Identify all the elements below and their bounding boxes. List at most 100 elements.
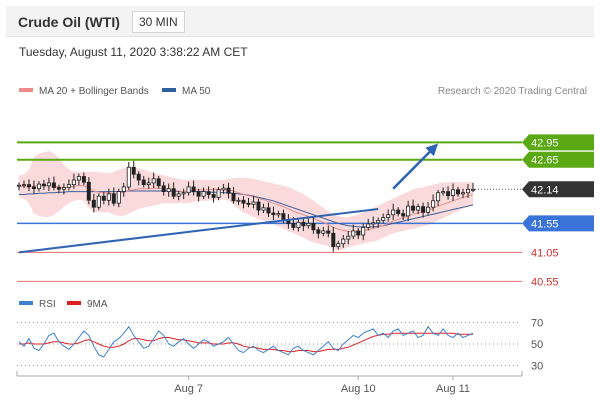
candle: [236, 197, 241, 205]
chart-header: Crude Oil (WTI) 30 MIN: [6, 6, 594, 37]
ma50-legend-swatch: [162, 88, 176, 92]
candle-body: [61, 187, 66, 190]
level-value-40.55: 40.55: [531, 276, 559, 288]
candle-body: [356, 230, 361, 236]
candle-body: [231, 192, 236, 202]
candle: [421, 202, 426, 218]
candle-body: [51, 182, 56, 188]
candle-body: [306, 222, 311, 227]
research-credit: Research © 2020 Trading Central: [438, 86, 587, 97]
candle-body: [171, 188, 176, 197]
ma9-legend-label: 9MA: [87, 299, 108, 310]
candle-body: [455, 189, 460, 195]
candle: [26, 179, 31, 191]
candle: [316, 226, 321, 239]
candle-body: [56, 187, 61, 190]
candle: [231, 186, 236, 204]
x-tick-label-2: Aug 11: [436, 383, 470, 395]
candle: [450, 183, 455, 201]
candle: [296, 219, 301, 232]
candle: [436, 189, 441, 207]
candle: [446, 186, 451, 200]
candle: [81, 172, 86, 186]
candle-body: [470, 188, 475, 191]
candle: [51, 176, 56, 191]
candle-body: [146, 182, 151, 185]
candle: [426, 202, 431, 216]
candle: [151, 172, 156, 189]
level-tag-42.95: [522, 134, 594, 151]
instrument-title: Crude Oil (WTI): [18, 14, 120, 30]
candle: [111, 187, 116, 207]
candle: [241, 196, 246, 209]
candle: [211, 188, 216, 203]
candle: [371, 216, 376, 229]
last-price-value: 42.14: [531, 184, 559, 196]
candle: [455, 186, 460, 197]
candle: [256, 199, 261, 216]
candle-body: [271, 212, 276, 216]
candle-body: [426, 206, 431, 213]
candle-body: [311, 222, 316, 231]
ma-bb-legend-swatch: [19, 88, 33, 92]
candle-body: [216, 189, 221, 198]
candle-body: [266, 207, 271, 214]
candle: [356, 228, 361, 240]
candle: [206, 186, 211, 199]
candle: [16, 182, 21, 191]
candle-body: [296, 221, 301, 228]
candle: [126, 162, 131, 190]
candle: [460, 188, 465, 198]
candle-body: [16, 184, 21, 187]
candle-body: [37, 183, 42, 190]
candle-body: [351, 230, 356, 237]
candle-body: [246, 202, 251, 205]
candle: [470, 182, 475, 193]
candle-body: [361, 227, 366, 236]
candle: [261, 203, 266, 213]
candle-body: [391, 209, 396, 216]
candle: [386, 209, 391, 222]
candle: [196, 188, 201, 202]
candle: [306, 218, 311, 229]
level-value-42.65: 42.65: [531, 155, 559, 167]
candle-body: [161, 185, 166, 193]
candle-body: [211, 194, 216, 198]
candle: [266, 202, 271, 218]
candle: [191, 180, 196, 196]
candle: [376, 217, 381, 229]
candle: [181, 188, 186, 200]
ma-bb-legend-label: MA 20 + Bollinger Bands: [39, 86, 149, 97]
candle: [341, 235, 346, 248]
candle-body: [21, 184, 26, 187]
candle: [86, 177, 91, 205]
timeframe-badge[interactable]: 30 MIN: [132, 11, 185, 33]
candle: [226, 182, 231, 199]
candle-body: [131, 166, 136, 175]
candle-body: [121, 186, 126, 192]
candle-body: [191, 186, 196, 192]
candle: [361, 223, 366, 241]
candle-body: [196, 191, 201, 197]
rsi-panel: 70 50 30: [17, 317, 543, 373]
candle-body: [396, 209, 401, 215]
candle-body: [465, 188, 470, 194]
candle-body: [341, 238, 346, 245]
candle-body: [336, 243, 341, 247]
candle-body: [371, 222, 376, 225]
candle: [136, 171, 141, 186]
candle: [61, 183, 66, 195]
candle: [146, 177, 151, 189]
candle: [32, 180, 37, 194]
candle-body: [421, 206, 426, 213]
candle-body: [206, 191, 211, 195]
candle: [156, 175, 161, 189]
candle: [46, 177, 51, 191]
candle: [396, 207, 401, 217]
candle-body: [81, 176, 86, 183]
ma20-line: [19, 184, 474, 233]
candle: [321, 226, 326, 237]
candle: [246, 197, 251, 208]
candle: [391, 203, 396, 220]
